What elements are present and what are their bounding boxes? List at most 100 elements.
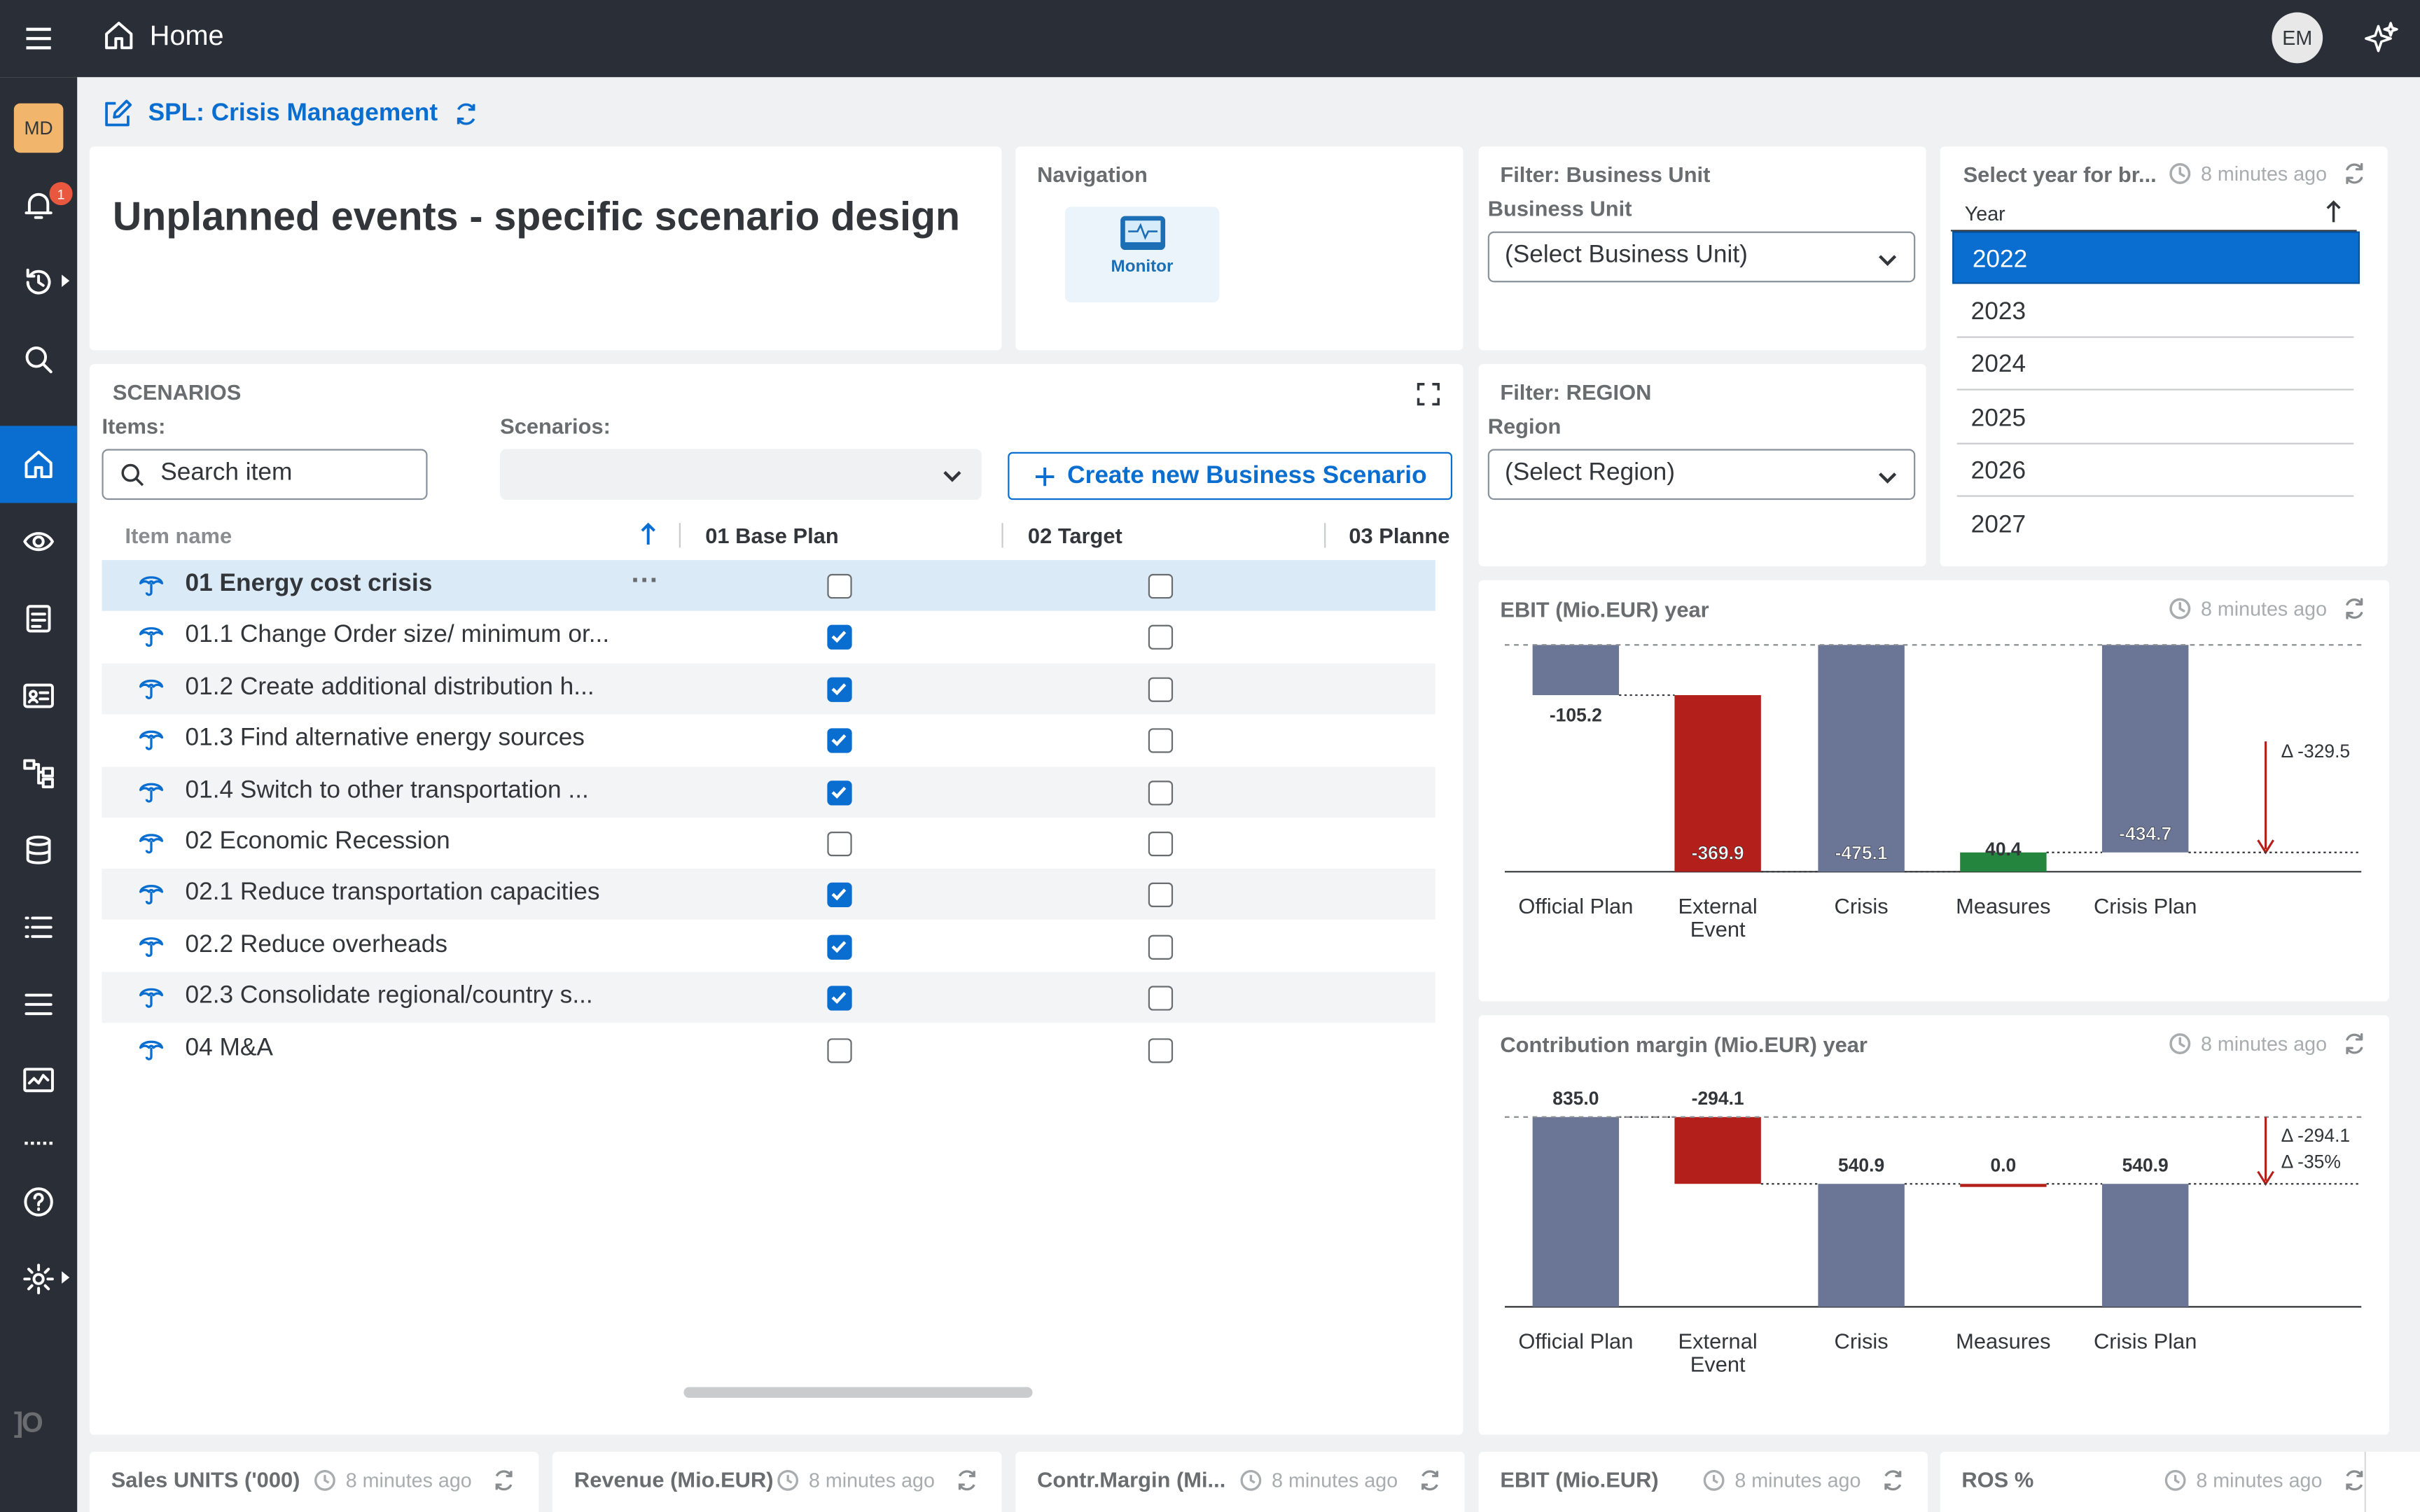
hamburger-menu-icon[interactable] (18, 20, 58, 57)
page-title: Home (149, 19, 224, 50)
scenarios-dropdown[interactable] (500, 449, 982, 500)
kpi-tile[interactable]: Contr.Margin (Mi... 8 minutes ago (1015, 1452, 1465, 1512)
contact-card-icon[interactable] (0, 657, 77, 734)
timestamp: 8 minutes ago (1702, 1469, 1861, 1492)
target-checkbox[interactable] (1148, 625, 1174, 650)
sort-ascending-icon[interactable] (2324, 199, 2342, 223)
create-scenario-button[interactable]: Create new Business Scenario (1008, 451, 1453, 500)
item-name: 01.3 Find alternative energy sources (185, 725, 585, 752)
table-row[interactable]: 02.3 Consolidate regional/country s... (102, 972, 1435, 1023)
history-icon[interactable] (0, 244, 77, 321)
year-option-2022[interactable]: 2022 (1952, 231, 2360, 284)
year-option-2024[interactable]: 2024 (1956, 338, 2354, 391)
hierarchy-icon[interactable] (0, 734, 77, 811)
sort-ascending-icon[interactable] (639, 522, 657, 546)
base-plan-checkbox[interactable] (827, 780, 852, 805)
target-checkbox[interactable] (1148, 934, 1174, 960)
refresh-icon[interactable] (2343, 1469, 2366, 1492)
home-link[interactable]: Home (102, 18, 224, 52)
target-checkbox[interactable] (1148, 780, 1174, 805)
refresh-icon[interactable] (2343, 1032, 2366, 1056)
base-plan-checkbox[interactable] (827, 1037, 852, 1063)
table-header: Item name 01 Base Plan 02 Target 03 Plan… (102, 514, 1452, 557)
avatar[interactable]: MD (13, 103, 64, 153)
target-checkbox[interactable] (1148, 986, 1174, 1011)
table-row[interactable]: 02.2 Reduce overheads (102, 920, 1435, 972)
monitor-chart-icon[interactable] (0, 1043, 77, 1120)
table-row[interactable]: 01.4 Switch to other transportation ... (102, 766, 1435, 818)
table-row[interactable]: 01.1 Change Order size/ minimum or... (102, 611, 1435, 663)
clock-icon (314, 1469, 335, 1491)
list-icon[interactable] (0, 889, 77, 966)
settings-icon[interactable] (0, 1240, 77, 1317)
database-icon[interactable] (0, 811, 77, 888)
more-options-icon[interactable]: ··· (631, 564, 660, 596)
region-dropdown[interactable]: (Select Region) (1487, 449, 1916, 500)
story-title[interactable]: SPL: Crisis Management (148, 100, 438, 127)
kpi-tile[interactable]: ROS % 8 minutes ago (1940, 1452, 2389, 1512)
kpi-tile[interactable]: Revenue (Mio.EUR) 8 minutes ago (552, 1452, 1002, 1512)
column-item-name[interactable]: Item name (125, 523, 232, 548)
business-unit-dropdown[interactable]: (Select Business Unit) (1487, 231, 1916, 283)
year-option-2023[interactable]: 2023 (1956, 286, 2354, 338)
base-plan-checkbox[interactable] (827, 832, 852, 857)
target-checkbox[interactable] (1148, 1037, 1174, 1063)
target-checkbox[interactable] (1148, 677, 1174, 702)
item-name: 01.2 Create additional distribution h... (185, 673, 594, 701)
fullscreen-icon[interactable] (1417, 383, 1440, 406)
timestamp: 8 minutes ago (2169, 597, 2327, 620)
bell-icon[interactable]: 1 (0, 167, 77, 244)
home-icon (105, 22, 133, 50)
column-planned[interactable]: 03 Planne (1349, 523, 1450, 548)
search-icon[interactable] (0, 321, 77, 398)
refresh-icon[interactable] (453, 102, 478, 126)
refresh-icon[interactable] (2343, 162, 2366, 185)
column-target[interactable]: 02 Target (1027, 523, 1122, 548)
base-plan-checkbox[interactable] (827, 677, 852, 702)
target-checkbox[interactable] (1148, 573, 1174, 599)
column-base-plan[interactable]: 01 Base Plan (705, 523, 839, 548)
target-checkbox[interactable] (1148, 832, 1174, 857)
refresh-icon[interactable] (1882, 1469, 1905, 1492)
target-checkbox[interactable] (1148, 728, 1174, 754)
search-input[interactable]: Search item (102, 449, 428, 500)
eye-icon[interactable] (0, 503, 77, 580)
base-plan-checkbox[interactable] (827, 934, 852, 960)
monitor-tile[interactable]: Monitor (1064, 206, 1220, 303)
items-label: Items: (102, 413, 166, 438)
table-row[interactable]: 01.3 Find alternative energy sources (102, 714, 1435, 766)
shell-header: Home EM (0, 0, 2420, 78)
refresh-icon[interactable] (955, 1469, 978, 1492)
document-icon[interactable] (0, 580, 77, 657)
table-row[interactable]: 02 Economic Recession (102, 818, 1435, 869)
table-row[interactable]: 01.2 Create additional distribution h... (102, 663, 1435, 715)
year-option-2025[interactable]: 2025 (1956, 392, 2354, 444)
horizontal-scrollbar[interactable] (683, 1387, 1033, 1398)
refresh-icon[interactable] (2343, 597, 2366, 620)
year-column-header[interactable]: Year (1950, 197, 2357, 232)
menu-lines-icon[interactable] (0, 966, 77, 1043)
refresh-icon[interactable] (1419, 1469, 1442, 1492)
kpi-tile[interactable]: Sales UNITS ('000) 8 minutes ago (89, 1452, 539, 1512)
kpi-tile[interactable]: EBIT (Mio.EUR) 8 minutes ago (1478, 1452, 1928, 1512)
chart-bar (1532, 645, 1620, 696)
data-label: -294.1 (1692, 1088, 1744, 1109)
home-icon[interactable] (0, 426, 78, 503)
table-row[interactable]: 04 M&A (102, 1023, 1435, 1075)
user-avatar[interactable]: EM (2272, 12, 2323, 64)
scenario-umbrella-icon (139, 627, 164, 648)
year-option-2026[interactable]: 2026 (1956, 444, 2354, 497)
table-row[interactable]: 02.1 Reduce transportation capacities (102, 869, 1435, 920)
help-icon[interactable] (0, 1163, 77, 1240)
refresh-icon[interactable] (492, 1469, 515, 1492)
edit-icon[interactable] (102, 99, 132, 130)
base-plan-checkbox[interactable] (827, 573, 852, 599)
table-row[interactable]: 01 Energy cost crisis ··· (102, 560, 1435, 611)
sparkle-assistant-icon[interactable] (2363, 20, 2400, 65)
year-option-2027[interactable]: 2027 (1957, 498, 2353, 551)
base-plan-checkbox[interactable] (827, 986, 852, 1011)
base-plan-checkbox[interactable] (827, 728, 852, 754)
base-plan-checkbox[interactable] (827, 625, 852, 650)
base-plan-checkbox[interactable] (827, 883, 852, 908)
target-checkbox[interactable] (1148, 883, 1174, 908)
